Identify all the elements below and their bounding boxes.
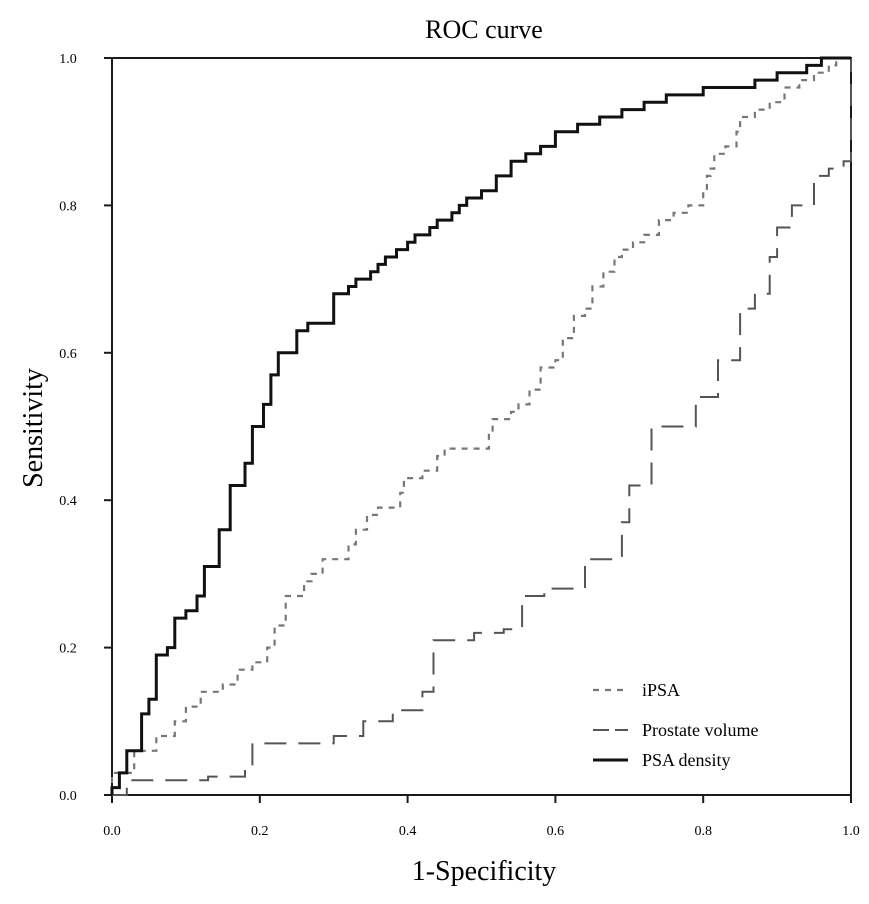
legend-label: Prostate volume: [642, 720, 758, 740]
series-line-prostate-volume: [112, 58, 852, 796]
x-tick-label: 1.0: [842, 824, 860, 839]
y-tick-label: 0.6: [59, 347, 77, 362]
x-tick-label: 0.4: [399, 824, 417, 839]
y-tick-label: 0.2: [59, 642, 77, 657]
x-tick-label: 0.8: [694, 824, 712, 839]
legend-label: PSA density: [642, 750, 731, 770]
series-line-ipsa: [110, 56, 851, 795]
legend: iPSA Prostate volume PSA density: [593, 680, 758, 770]
y-tick-label: 0.0: [59, 789, 77, 804]
x-tick-label: 0.6: [547, 824, 565, 839]
x-axis-label: 1-Specificity: [412, 856, 557, 887]
y-tick-label: 0.8: [59, 199, 77, 214]
series-line-psa-density: [110, 56, 851, 795]
plot-frame: [111, 57, 852, 796]
x-tick-label: 0.2: [251, 824, 269, 839]
y-tick-label: 0.4: [59, 494, 77, 509]
y-axis-label: Sensitivity: [18, 368, 49, 488]
y-tick-label: 1.0: [59, 52, 77, 67]
plot-area: [111, 57, 852, 796]
axis-ticks: 0.0 0.2 0.4 0.6 0.8 1.0 0.0 0.2 0.4 0.6 0.8 1.0: [59, 52, 860, 839]
legend-label: iPSA: [642, 680, 680, 700]
chart-title: ROC curve: [425, 15, 543, 44]
series-lines: [110, 56, 852, 796]
x-tick-label: 0.0: [103, 824, 121, 839]
